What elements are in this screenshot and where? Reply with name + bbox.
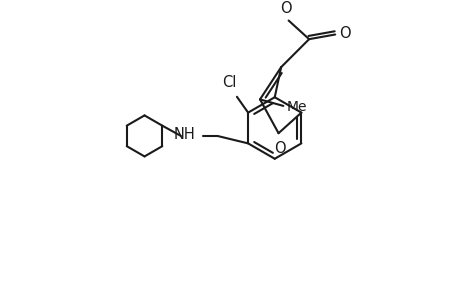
Text: Me: Me	[286, 100, 307, 114]
Text: O: O	[280, 1, 291, 16]
Text: Cl: Cl	[222, 75, 236, 90]
Text: O: O	[338, 26, 350, 41]
Text: O: O	[273, 141, 285, 156]
Text: NH: NH	[174, 127, 196, 142]
